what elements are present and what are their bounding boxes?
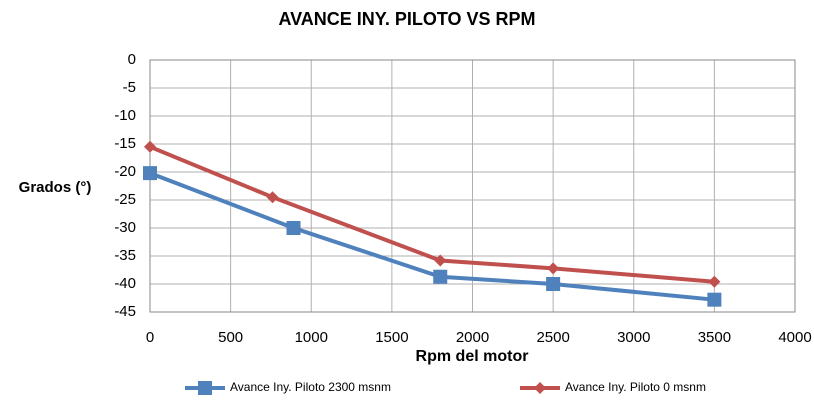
y-tick-label: -30 (114, 219, 136, 236)
legend-label: Avance Iny. Piloto 2300 msnm (230, 380, 391, 394)
x-tick-label: 1500 (375, 329, 408, 346)
y-tick-label: -35 (114, 247, 136, 264)
y-tick-label: 0 (128, 51, 136, 68)
marker (547, 262, 560, 275)
marker (143, 166, 157, 181)
legend-label: Avance Iny. Piloto 0 msnm (565, 380, 706, 394)
x-tick-label: 2500 (536, 329, 569, 346)
series-line (149, 171, 715, 302)
y-axis-label: Grados (°) (19, 179, 92, 196)
marker (198, 381, 212, 395)
x-tick-label: 2000 (456, 329, 489, 346)
series-line (149, 144, 715, 284)
y-tick-label: -45 (114, 303, 136, 320)
y-tick-label: -25 (114, 191, 136, 208)
y-tick-label: -15 (114, 135, 136, 152)
y-tick-label: -40 (114, 275, 136, 292)
marker (286, 221, 301, 235)
x-tick-label: 3500 (698, 329, 731, 346)
marker (708, 275, 721, 288)
y-tick-label: -10 (114, 107, 136, 124)
marker (144, 140, 156, 153)
x-tick-label: 1000 (295, 329, 328, 346)
marker (534, 382, 546, 394)
y-tick-label: -20 (114, 163, 136, 180)
marker (266, 191, 279, 204)
x-tick-label: 4000 (778, 329, 811, 346)
x-tick-label: 0 (146, 329, 154, 346)
marker (434, 254, 447, 267)
x-tick-label: 500 (218, 329, 243, 346)
chart-title: AVANCE INY. PILOTO VS RPM (278, 9, 535, 29)
plot-border (149, 59, 796, 313)
x-axis-label: Rpm del motor (416, 348, 529, 365)
marker (707, 292, 722, 307)
marker (546, 277, 561, 291)
x-tick-label: 3000 (617, 329, 650, 346)
y-tick-label: -5 (123, 79, 136, 96)
marker (433, 269, 448, 284)
